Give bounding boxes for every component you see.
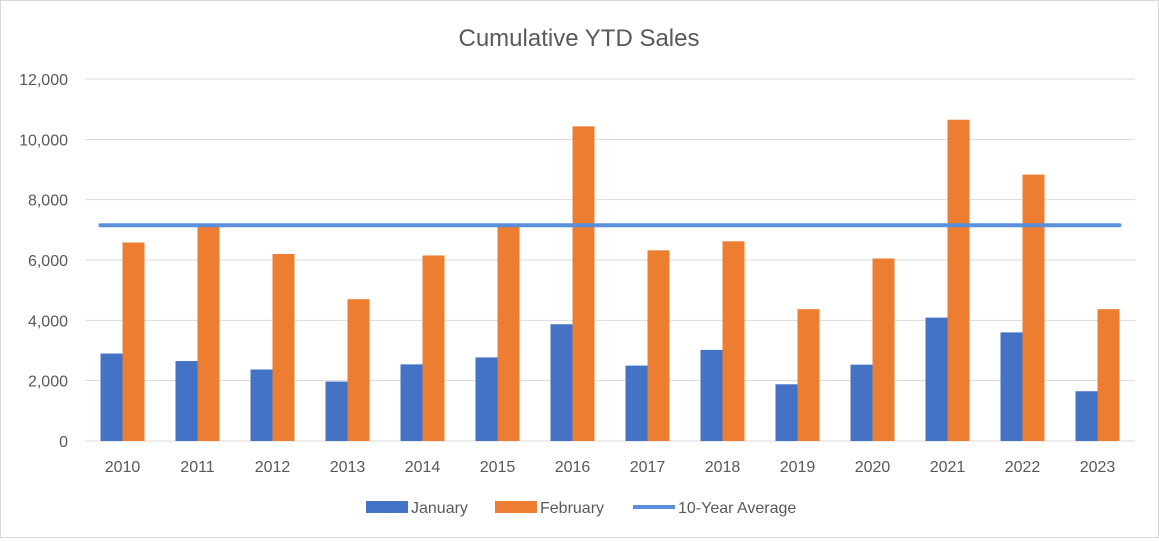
january-bar [550,324,573,441]
x-tick-label: 2012 [255,459,291,476]
february-bar [872,258,895,441]
legend-swatch [366,501,408,513]
february-bar [347,299,370,441]
february-bar [947,119,970,441]
january-bar [1075,391,1098,441]
x-tick-label: 2021 [930,459,966,476]
february-bar [422,255,445,441]
x-tick-label: 2020 [855,459,891,476]
y-axis-tick-labels: 0 2,000 4,000 6,000 8,000 10,000 12,000 [19,72,68,451]
january-bar [925,317,948,441]
january-bar [325,381,348,441]
x-tick-label: 2017 [630,459,666,476]
january-bar [850,364,873,441]
x-tick-label: 2019 [780,459,816,476]
y-tick-label: 4,000 [28,313,68,330]
legend-average: 10-Year Average [633,500,796,517]
x-tick-label: 2014 [405,459,441,476]
february-bar [797,309,820,441]
january-bar [775,384,798,441]
x-tick-label: 2011 [180,459,215,476]
january-bar [475,357,498,441]
february-bar [1022,174,1045,441]
legend-label: February [540,500,604,517]
legend-february: February [495,500,604,517]
x-tick-label: 2023 [1080,459,1116,476]
february-bar [497,225,520,441]
gridlines [85,78,1135,442]
february-bar [572,126,595,441]
x-tick-label: 2016 [555,459,591,476]
february-bar [1097,309,1120,441]
february-bar [647,250,670,441]
x-axis-tick-labels: 2010 2011 2012 2013 2014 2015 2016 2017 2018 2019… [105,459,1116,476]
x-tick-label: 2022 [1005,459,1041,476]
january-bar [1000,332,1023,441]
legend-label: January [411,500,468,517]
february-bar [122,242,145,441]
y-tick-label: 0 [59,434,68,451]
january-bar [400,364,423,441]
y-tick-label: 2,000 [28,374,68,391]
chart-title: Cumulative YTD Sales [459,25,700,52]
legend-january: January [366,500,468,517]
x-tick-label: 2013 [330,459,366,476]
february-bar [197,226,220,441]
february-bar [722,241,745,441]
january-bar [100,353,123,441]
y-tick-label: 6,000 [28,253,68,270]
january-bar [250,369,273,441]
bars [100,119,1120,441]
legend-swatch [495,501,537,513]
x-tick-label: 2015 [480,459,516,476]
y-tick-label: 12,000 [19,72,68,89]
legend-label: 10-Year Average [678,500,796,517]
february-bar [272,253,295,441]
x-tick-label: 2018 [705,459,741,476]
y-tick-label: 8,000 [28,193,68,210]
january-bar [175,361,198,441]
january-bar [625,365,648,441]
legend: January February 10-Year Average [366,500,796,517]
y-tick-label: 10,000 [19,132,68,149]
january-bar [700,349,723,441]
x-tick-label: 2010 [105,459,141,476]
